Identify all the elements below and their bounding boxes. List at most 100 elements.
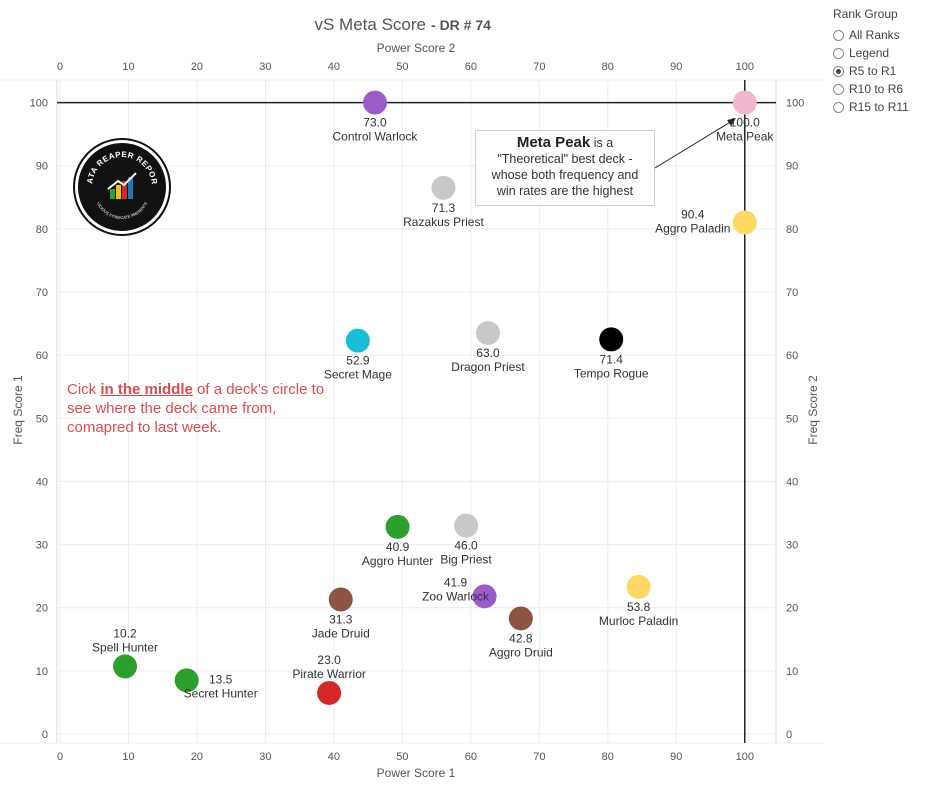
name-label-tempo-rogue: Tempo Rogue [574, 366, 649, 380]
name-label-secret-hunter: Secret Hunter [184, 686, 258, 700]
x2-tick-label: 30 [259, 61, 271, 73]
point-aggro-druid[interactable] [508, 606, 533, 631]
rank-option-legend[interactable]: Legend [833, 44, 925, 62]
y2-tick-label: 50 [786, 413, 798, 425]
chart-title: vS Meta Score [315, 15, 427, 34]
x-tick-label: 100 [736, 751, 754, 763]
annotation-text-3: whose both frequency and [491, 168, 639, 182]
annotation-text-4: win rates are the highest [496, 184, 634, 198]
tick-labels: 0010102020303040405050606070708080909010… [30, 61, 805, 763]
score-label-aggro-hunter: 40.9 [386, 540, 410, 554]
y2-tick-label: 0 [786, 729, 792, 741]
y-tick-label: 80 [36, 224, 48, 236]
point-spell-hunter[interactable] [113, 654, 138, 679]
x-tick-label: 10 [122, 751, 134, 763]
x-tick-label: 60 [465, 751, 477, 763]
y2-tick-label: 30 [786, 540, 798, 552]
x2-tick-label: 70 [533, 61, 545, 73]
x2-tick-label: 60 [465, 61, 477, 73]
x2-tick-label: 50 [396, 61, 408, 73]
x-tick-label: 40 [328, 751, 340, 763]
name-label-zoo-warlock: Zoo Warlock [422, 589, 490, 603]
point-aggro-hunter[interactable] [385, 514, 410, 539]
data-reaper-logo: DATA REAPER REPORT VICIOUS SYNDICATE PRE… [75, 140, 169, 234]
name-label-secret-mage: Secret Mage [324, 368, 392, 382]
x2-tick-label: 40 [328, 61, 340, 73]
y2-tick-label: 10 [786, 666, 798, 678]
x2-tick-label: 20 [191, 61, 203, 73]
point-razakus-priest[interactable] [431, 175, 456, 200]
radio-icon [833, 29, 844, 41]
y-tick-label: 0 [42, 729, 48, 741]
name-label-aggro-paladin: Aggro Paladin [655, 222, 730, 236]
score-label-aggro-paladin: 90.4 [681, 208, 705, 222]
y-tick-label: 60 [36, 350, 48, 362]
chart-subtitle: - DR # 74 [431, 17, 491, 33]
rank-option-all-ranks[interactable]: All Ranks [833, 26, 925, 44]
score-label-big-priest: 46.0 [454, 539, 478, 553]
radio-selected-icon [833, 65, 844, 77]
point-tempo-rogue[interactable] [599, 327, 624, 352]
x2-tick-label: 10 [122, 61, 134, 73]
x-tick-label: 50 [396, 751, 408, 763]
point-secret-hunter[interactable] [174, 668, 199, 693]
data-points[interactable] [113, 90, 757, 705]
y-tick-label: 20 [36, 603, 48, 615]
y-tick-label: 50 [36, 413, 48, 425]
score-label-tempo-rogue: 71.4 [600, 352, 624, 366]
score-label-secret-hunter: 13.5 [209, 672, 233, 686]
rank-option-r5-to-r1[interactable]: R5 to R1 [833, 62, 925, 80]
x2-tick-label: 90 [670, 61, 682, 73]
y2-tick-label: 20 [786, 603, 798, 615]
rank-group-title: Rank Group [833, 7, 898, 21]
score-label-pirate-warrior: 23.0 [317, 653, 341, 667]
point-big-priest[interactable] [454, 513, 479, 538]
name-label-jade-druid: Jade Druid [312, 627, 370, 641]
point-aggro-paladin[interactable] [732, 210, 757, 235]
score-label-dragon-priest: 63.0 [476, 346, 500, 360]
point-zoo-warlock[interactable] [472, 584, 497, 609]
x2-axis-title: Power Score 2 [377, 41, 456, 55]
x2-tick-label: 80 [602, 61, 614, 73]
score-label-spell-hunter: 10.2 [113, 626, 137, 640]
name-label-control-warlock: Control Warlock [333, 130, 419, 144]
score-label-jade-druid: 31.3 [329, 613, 353, 627]
rank-option-r15-to-r11[interactable]: R15 to R11 [833, 98, 925, 116]
name-label-meta-peak: Meta Peak [716, 130, 774, 144]
meta-peak-annotation: Meta Peak is a "Theoretical" best deck -… [475, 130, 655, 206]
point-control-warlock[interactable] [362, 90, 387, 115]
point-dragon-priest[interactable] [475, 321, 500, 346]
radio-icon [833, 83, 844, 95]
x-tick-label: 20 [191, 751, 203, 763]
name-label-razakus-priest: Razakus Priest [403, 215, 484, 229]
point-pirate-warrior[interactable] [317, 680, 342, 705]
point-jade-druid[interactable] [328, 587, 353, 612]
name-label-aggro-hunter: Aggro Hunter [362, 554, 433, 568]
y-tick-label: 40 [36, 476, 48, 488]
x2-tick-label: 100 [736, 61, 754, 73]
y2-axis-title: Freq Score 2 [806, 375, 820, 445]
score-label-murloc-paladin: 53.8 [627, 600, 651, 614]
name-label-dragon-priest: Dragon Priest [451, 360, 525, 374]
point-meta-peak[interactable] [732, 90, 757, 115]
point-secret-mage[interactable] [345, 328, 370, 353]
name-label-pirate-warrior: Pirate Warrior [292, 667, 366, 681]
radio-icon [833, 101, 844, 113]
y-axis-title: Freq Score 1 [11, 375, 25, 445]
annotation-text-1: is a [593, 136, 614, 150]
annotation-bold: Meta Peak [516, 134, 591, 151]
y-tick-label: 30 [36, 540, 48, 552]
point-murloc-paladin[interactable] [626, 574, 651, 599]
score-label-control-warlock: 73.0 [363, 116, 387, 130]
name-label-spell-hunter: Spell Hunter [92, 640, 158, 654]
rank-group-filter: Rank Group All Ranks Legend R5 to R1 R10… [833, 7, 925, 116]
x-tick-label: 80 [602, 751, 614, 763]
rank-option-r10-to-r6[interactable]: R10 to R6 [833, 80, 925, 98]
y2-tick-label: 40 [786, 476, 798, 488]
logo-graphic: DATA REAPER REPORT VICIOUS SYNDICATE PRE… [78, 143, 162, 227]
x-tick-label: 30 [259, 751, 271, 763]
name-label-big-priest: Big Priest [440, 553, 492, 567]
name-label-aggro-druid: Aggro Druid [489, 645, 553, 659]
